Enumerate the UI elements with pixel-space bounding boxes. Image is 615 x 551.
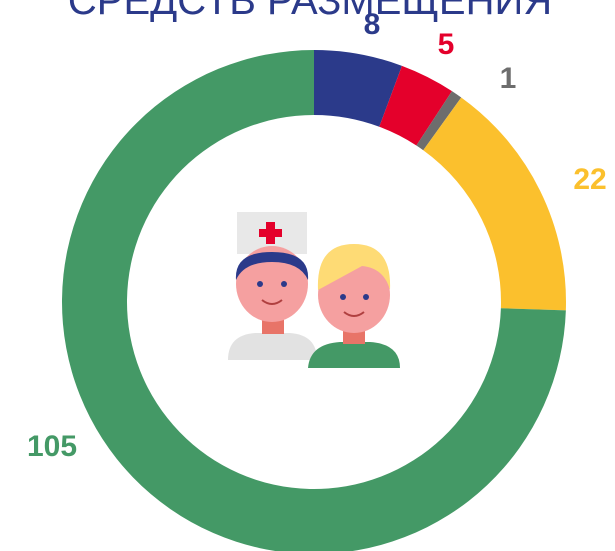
donut <box>62 50 566 551</box>
data-label: 5 <box>438 28 455 61</box>
data-label: 22 <box>573 163 606 196</box>
donut-slice <box>314 50 402 127</box>
data-label: 8 <box>364 8 381 41</box>
data-label: 105 <box>27 430 77 463</box>
people-icon <box>228 212 400 368</box>
data-label: 1 <box>500 62 517 95</box>
chart-title: СРЕДСТВ РАЗМЕЩЕНИЯ <box>68 0 552 23</box>
donut-slice <box>416 91 462 151</box>
donut-slice <box>379 65 452 146</box>
donut-slice <box>423 97 566 311</box>
